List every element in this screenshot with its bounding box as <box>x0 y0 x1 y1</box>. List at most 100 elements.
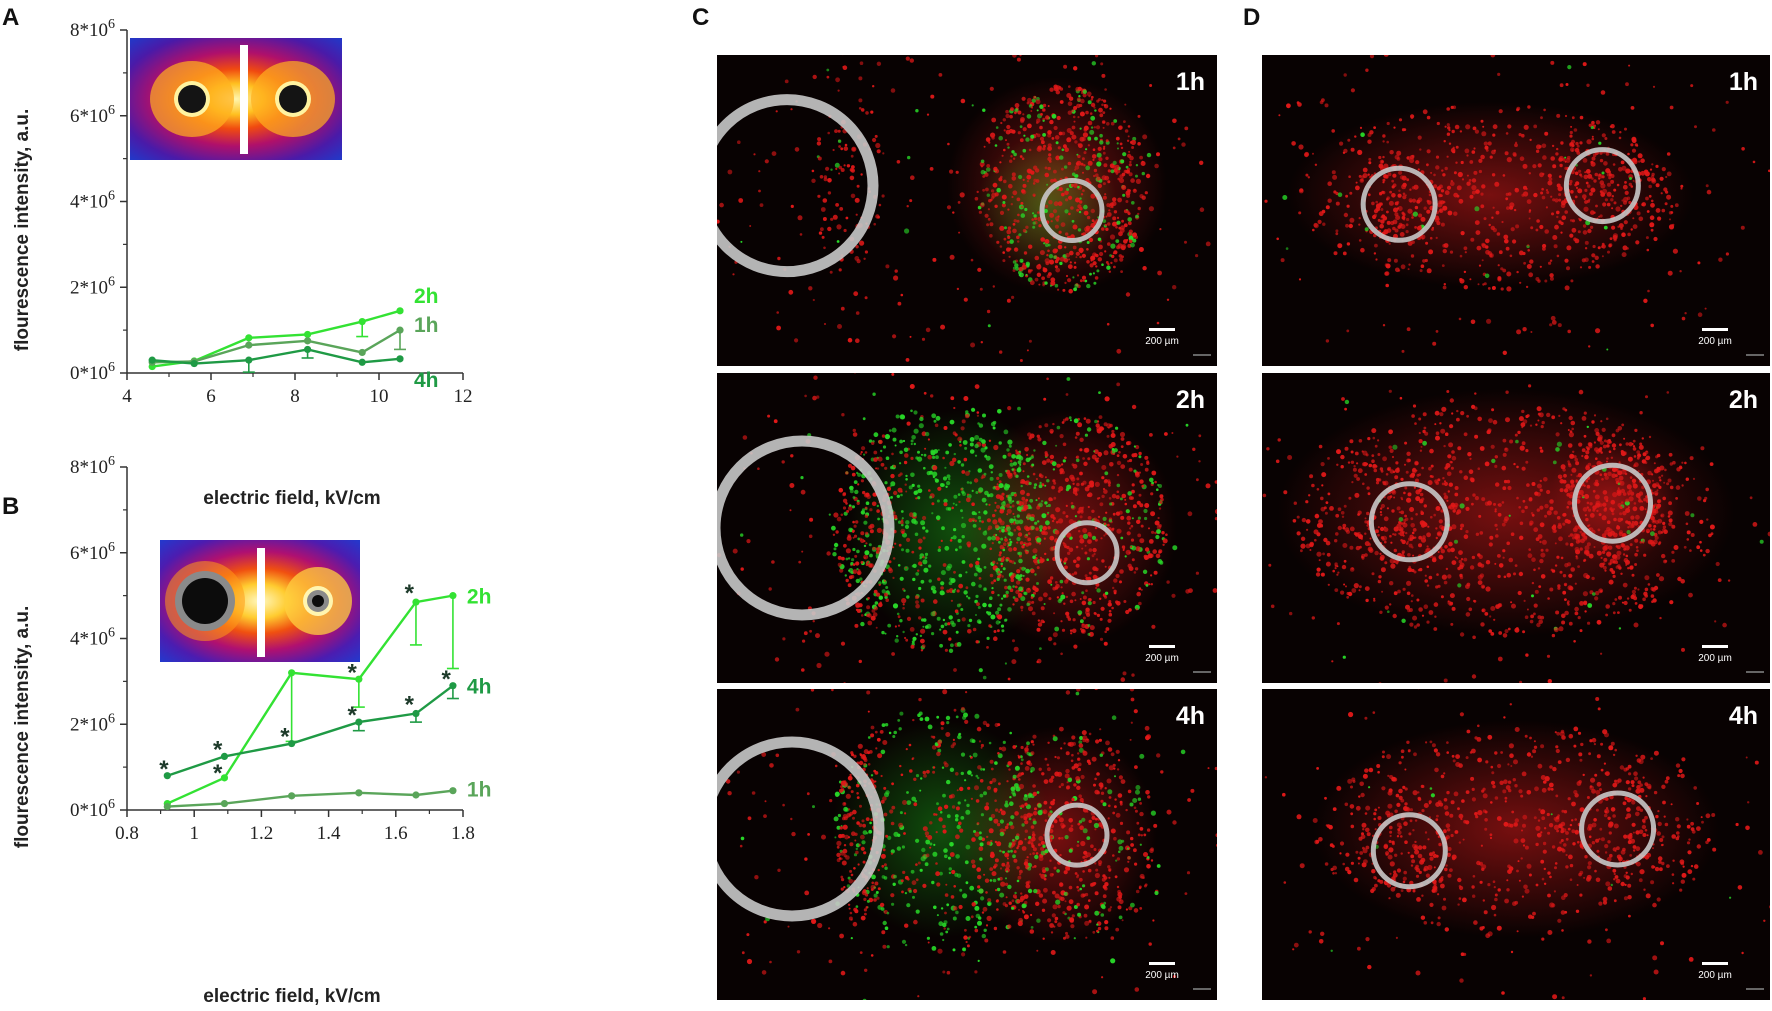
series-label-2h: 2h <box>414 285 439 308</box>
scale-bar-label: 200 µm <box>1698 653 1732 664</box>
series-line-1h <box>167 789 454 808</box>
electrode-ring <box>717 94 879 278</box>
micrograph-c-1h: 1h 200 µm <box>717 55 1217 366</box>
data-point-4h <box>245 356 253 364</box>
scale-bar-label: 200 µm <box>1145 970 1179 981</box>
inset-a-barrier <box>240 45 248 154</box>
electrode-ring <box>1360 165 1438 243</box>
electrode-ring <box>717 435 895 621</box>
data-point-1h <box>412 791 420 799</box>
significance-asterisk: * <box>405 692 415 719</box>
data-point-1h <box>288 792 296 800</box>
x-tick-label: 6 <box>206 386 216 407</box>
series-line-2h <box>166 594 454 805</box>
y-tick-label: 4*106 <box>70 189 115 213</box>
data-point-1h <box>355 789 363 797</box>
chart-b: 0*106 2*106 4*106 6*106 8*106 0.8 1 1.2 1.4 1.6 1.… <box>12 454 491 1007</box>
time-label: 4h <box>1729 702 1758 730</box>
chart-a-inset <box>130 38 342 160</box>
scale-bar-label: 200 µm <box>1698 336 1732 347</box>
chart-b-xlabel: electric field, kV/cm <box>203 986 380 1007</box>
scale-bar <box>1702 962 1728 965</box>
data-point-4h <box>358 358 366 366</box>
electrode-ring <box>1579 790 1657 868</box>
significance-asterisk: * <box>405 580 415 607</box>
chart-a-plot: 2h 1h 4h <box>148 285 439 392</box>
electrode-ring <box>1039 178 1105 243</box>
significance-asterisk: * <box>347 702 357 729</box>
data-point-2h <box>449 592 457 600</box>
y-tick-label: 4*106 <box>70 626 115 650</box>
micrograph-d-4h: 4h 200 µm <box>1262 689 1770 1000</box>
data-point-1h <box>396 326 404 334</box>
inset-b-barrier <box>257 548 265 657</box>
series-line-1h <box>152 329 401 364</box>
scale-bar <box>1149 962 1175 965</box>
data-point-2h <box>355 675 363 683</box>
x-tick-label: 8 <box>290 386 300 407</box>
significance-asterisk: * <box>159 756 169 783</box>
y-tick-label: 6*106 <box>70 103 115 127</box>
micrograph-d-2h: 2h 200 µm <box>1262 373 1770 683</box>
electrode-ring <box>717 736 885 922</box>
scale-bar-label: 200 µm <box>1145 336 1179 347</box>
y-tick-label: 2*106 <box>70 274 115 298</box>
panel-letter-c: C <box>692 4 709 31</box>
panel-letter-a: A <box>2 4 19 31</box>
data-point-4h <box>355 718 363 726</box>
inset-a-electrode-right <box>279 85 307 113</box>
electrode-ring <box>1044 802 1110 868</box>
data-point-2h <box>412 598 420 606</box>
micrograph-c-2h: 2h 200 µm <box>717 373 1217 683</box>
series-label-4h: 4h <box>467 676 492 699</box>
inset-a-electrode-left <box>178 85 206 113</box>
data-point-4h <box>304 345 312 354</box>
data-point-1h <box>358 348 366 357</box>
scale-tick <box>1746 988 1764 990</box>
scale-bar <box>1149 328 1175 331</box>
series-line-4h <box>152 348 401 365</box>
cell-dots <box>725 689 1217 1000</box>
y-tick-label: 8*106 <box>70 17 115 41</box>
scale-bar-label: 200 µm <box>1145 653 1179 664</box>
scale-tick <box>1193 354 1211 356</box>
data-point-2h <box>304 330 312 339</box>
y-tick-label: 2*106 <box>70 711 115 735</box>
electrode-ring <box>1563 147 1641 225</box>
series-label-1h: 1h <box>414 314 439 337</box>
chart-b-ylabel: flourescence intensity, a.u. <box>12 606 33 849</box>
chart-a-xlabel: electric field, kV/cm <box>203 488 380 509</box>
x-tick-label: 1.2 <box>250 823 274 844</box>
series-label-4h: 4h <box>414 369 439 392</box>
scale-bar <box>1702 328 1728 331</box>
inset-b-electrode-left <box>182 578 228 624</box>
scale-bar-label: 200 µm <box>1698 970 1732 981</box>
data-point-4h <box>190 359 198 368</box>
chart-b-inset <box>160 540 360 662</box>
data-point-4h <box>412 709 420 718</box>
significance-asterisk: * <box>213 737 223 764</box>
series-label-2h: 2h <box>467 586 492 609</box>
data-point-2h <box>220 774 229 782</box>
time-label: 4h <box>1176 702 1205 730</box>
panel-letter-d: D <box>1243 4 1260 31</box>
electrode-ring <box>1370 812 1448 890</box>
x-tick-label: 1.8 <box>451 823 475 844</box>
series-label-1h: 1h <box>467 779 492 802</box>
y-tick-label: 6*106 <box>70 540 115 564</box>
series-line-4h <box>166 684 454 777</box>
scale-tick <box>1746 354 1764 356</box>
cell-dots <box>717 373 1217 683</box>
data-point-4h <box>220 752 229 761</box>
data-point-4h <box>396 355 404 363</box>
data-point-2h <box>245 334 253 342</box>
significance-asterisk: * <box>347 659 357 686</box>
data-point-1h <box>449 787 457 795</box>
x-tick-label: 0.8 <box>115 823 139 844</box>
cell-dots <box>1264 689 1770 1000</box>
time-label: 1h <box>1176 68 1205 96</box>
micrograph-panels: 1h 200 µm 1h 200 µm 2h 200 µm 2h 200 µm 4h 200 µm… <box>717 55 1770 1000</box>
electrode-ring <box>1572 462 1654 544</box>
